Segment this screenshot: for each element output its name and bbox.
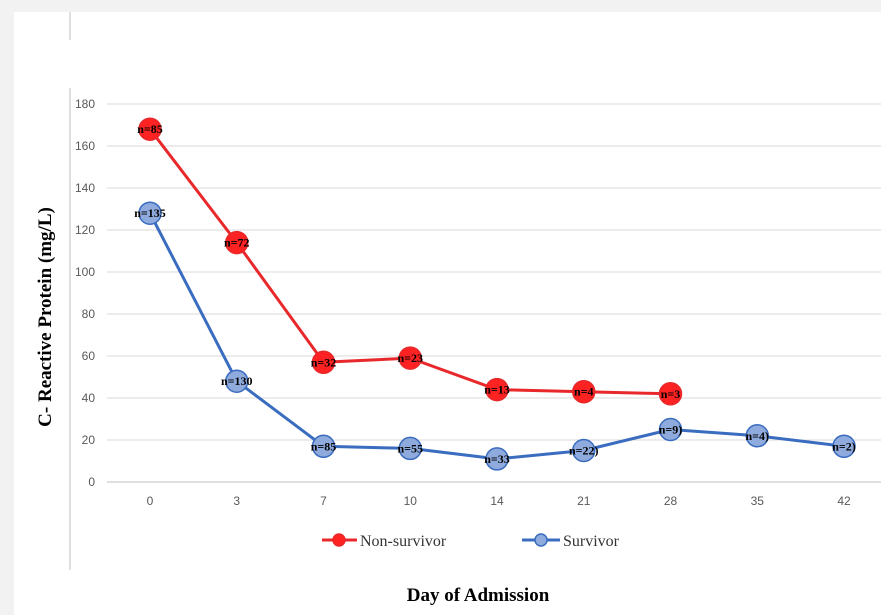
data-label-non-survivor: n=13 (484, 383, 510, 397)
data-point-non-survivor (138, 117, 162, 141)
data-label-survivor: n=2) (832, 439, 856, 453)
data-point-non-survivor (311, 350, 336, 375)
data-point-survivor (485, 447, 509, 471)
data-label-survivor: n=130 (221, 374, 253, 388)
data-point-non-survivor (572, 379, 596, 404)
y-tick-label: 20 (82, 433, 96, 447)
y-axis-title: C- Reactive Protein (mg/L) (35, 207, 56, 427)
data-point-survivor (572, 438, 596, 463)
legend-item-survivor: Survivor (522, 533, 620, 550)
y-tick-label: 40 (82, 391, 96, 405)
data-label-survivor: n=135 (134, 206, 166, 220)
data-point-non-survivor (398, 346, 422, 370)
y-tick-label: 120 (75, 223, 95, 237)
y-tick-label: 180 (75, 97, 95, 111)
data-label-survivor: n=55 (397, 441, 423, 455)
data-point-survivor (138, 201, 162, 225)
x-tick-label: 35 (751, 494, 765, 508)
y-tick-label: 160 (75, 139, 95, 153)
x-tick-label: 14 (490, 494, 504, 508)
y-tick-label: 100 (75, 265, 95, 279)
data-point-survivor (311, 434, 336, 459)
data-point-survivor (225, 369, 249, 393)
x-tick-label: 0 (147, 494, 154, 508)
y-tick-label: 60 (82, 349, 96, 363)
data-label-non-survivor: n=3 (661, 387, 681, 401)
x-tick-labels: 0 3 7 10 14 21 28 35 42 (147, 494, 851, 508)
x-tick-label: 42 (837, 494, 851, 508)
data-label-survivor: n=4) (745, 429, 769, 443)
data-label-survivor: n=33 (484, 452, 510, 466)
data-label-non-survivor: n=85 (137, 122, 163, 136)
data-label-survivor: n=85 (311, 439, 337, 453)
y-tick-label: 80 (82, 307, 96, 321)
data-label-non-survivor: n=72 (224, 236, 250, 250)
x-axis-title: Day of Admission (407, 585, 550, 606)
data-point-survivor (832, 434, 856, 459)
data-label-survivor: n=9) (659, 423, 683, 437)
data-point-survivor (745, 424, 769, 448)
x-tick-label: 3 (233, 494, 240, 508)
legend-label-non-survivor: Non-survivor (360, 533, 447, 550)
y-tick-labels: 0 20 40 60 80 100 120 140 160 180 (75, 97, 95, 489)
data-label-non-survivor: n=32 (311, 355, 337, 369)
data-series (138, 117, 856, 471)
x-tick-label: 28 (664, 494, 678, 508)
data-labels: n=85 n=72 n=32 n=23 n=13 n=4 n=3 n=135 n=130 n=85… (134, 122, 856, 466)
data-point-non-survivor (485, 377, 509, 402)
legend-label-survivor: Survivor (563, 533, 620, 550)
data-label-survivor: n=22) (569, 444, 599, 458)
data-label-non-survivor: n=4 (574, 385, 594, 399)
data-label-non-survivor: n=23 (397, 351, 423, 365)
legend-marker-survivor (534, 533, 548, 547)
x-tick-label: 21 (577, 494, 591, 508)
x-tick-label: 10 (404, 494, 418, 508)
data-point-non-survivor (225, 230, 249, 255)
data-point-survivor (658, 417, 683, 442)
y-tick-label: 140 (75, 181, 95, 195)
legend-item-non-survivor: Non-survivor (322, 533, 447, 550)
y-tick-label: 0 (88, 475, 95, 489)
legend: Non-survivor Survivor (322, 533, 620, 550)
x-tick-label: 7 (320, 494, 327, 508)
legend-marker-non-survivor (332, 533, 346, 547)
data-point-non-survivor (658, 382, 683, 406)
data-point-survivor (398, 436, 422, 461)
